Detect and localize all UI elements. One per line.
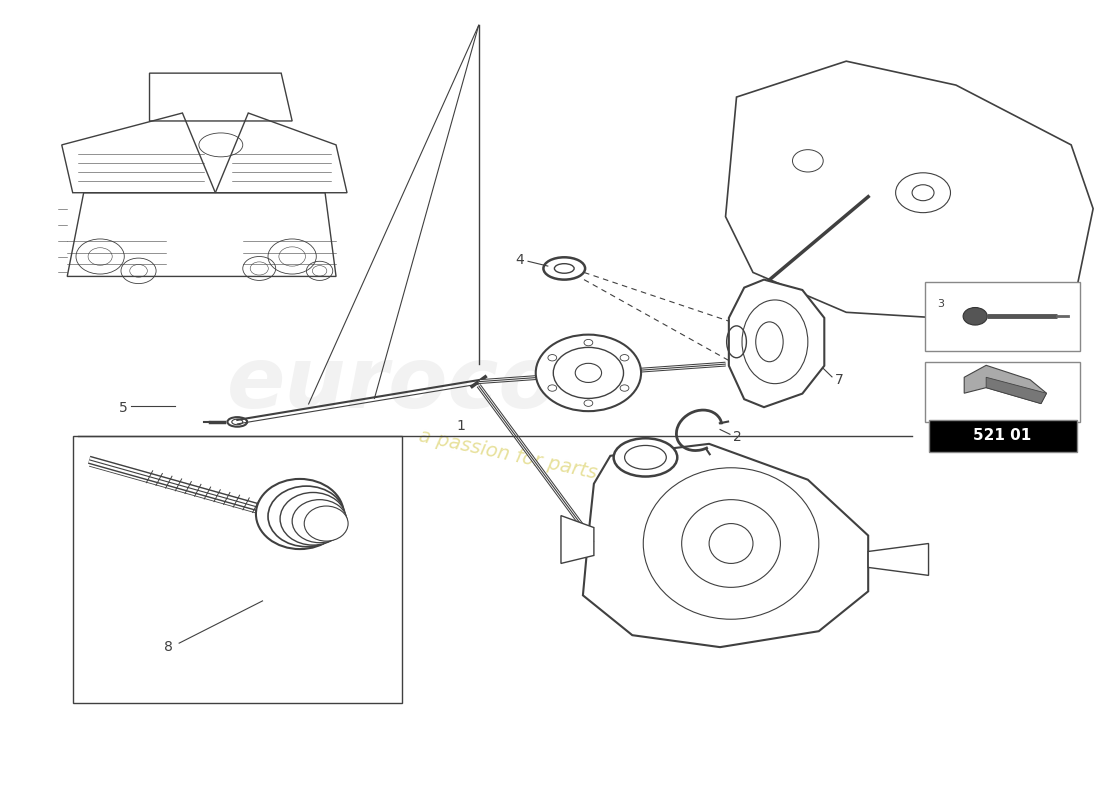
Text: 3: 3 xyxy=(602,465,610,478)
Bar xyxy=(73,436,402,703)
Polygon shape xyxy=(583,444,868,647)
Text: a passion for parts since 1°: a passion for parts since 1° xyxy=(417,426,683,501)
Circle shape xyxy=(620,354,629,361)
Ellipse shape xyxy=(268,486,344,546)
Circle shape xyxy=(584,339,593,346)
Polygon shape xyxy=(729,280,824,407)
Text: 6: 6 xyxy=(660,566,669,581)
FancyBboxPatch shape xyxy=(925,282,1080,350)
Circle shape xyxy=(536,334,641,411)
Text: 7: 7 xyxy=(835,373,844,387)
FancyBboxPatch shape xyxy=(925,362,1080,422)
Polygon shape xyxy=(986,378,1046,403)
Text: 5: 5 xyxy=(119,401,128,415)
Ellipse shape xyxy=(275,492,336,539)
Bar xyxy=(928,420,1077,452)
Ellipse shape xyxy=(964,307,987,325)
Text: 3: 3 xyxy=(937,298,944,309)
Circle shape xyxy=(548,354,557,361)
Text: 521 01: 521 01 xyxy=(974,428,1032,443)
Circle shape xyxy=(620,385,629,391)
Ellipse shape xyxy=(305,506,348,541)
Ellipse shape xyxy=(280,493,345,545)
Polygon shape xyxy=(965,366,1046,403)
Circle shape xyxy=(548,385,557,391)
Text: eurococ: eurococ xyxy=(227,342,609,426)
Ellipse shape xyxy=(614,438,678,477)
Text: 2: 2 xyxy=(734,430,742,444)
Ellipse shape xyxy=(293,500,346,542)
Text: 8: 8 xyxy=(164,640,173,654)
Polygon shape xyxy=(726,61,1093,320)
Circle shape xyxy=(584,400,593,406)
Text: 1: 1 xyxy=(456,419,465,434)
Polygon shape xyxy=(868,543,928,575)
Polygon shape xyxy=(561,515,594,563)
Text: 4: 4 xyxy=(515,254,524,267)
Ellipse shape xyxy=(256,479,343,549)
